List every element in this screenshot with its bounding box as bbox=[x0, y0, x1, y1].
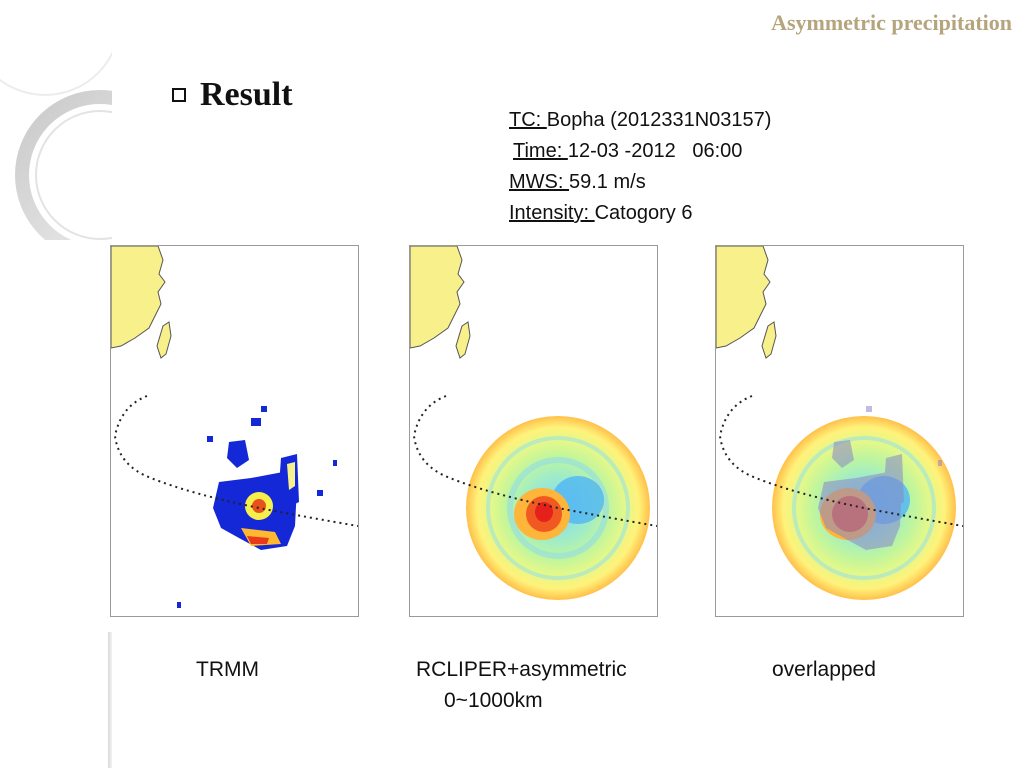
time-row: Time: 12-03 -2012 06:00 bbox=[509, 136, 771, 167]
tc-label: TC: bbox=[509, 109, 547, 131]
intensity-value: Catogory 6 bbox=[594, 202, 693, 224]
mws-row: MWS: 59.1 m/s bbox=[509, 167, 771, 198]
time-value: 12-03 -2012 06:00 bbox=[567, 140, 743, 162]
time-label: Time: bbox=[513, 140, 568, 162]
square-bullet-icon bbox=[172, 88, 186, 102]
mws-label: MWS: bbox=[509, 171, 569, 193]
mws-value: 59.1 m/s bbox=[569, 171, 646, 193]
decorative-bar bbox=[108, 632, 112, 768]
intensity-row: Intensity: Catogory 6 bbox=[509, 198, 771, 229]
mainland-coast bbox=[111, 246, 166, 349]
rain-blobs bbox=[177, 406, 337, 608]
section-heading: Result bbox=[172, 76, 293, 114]
section-title: Result bbox=[200, 76, 293, 113]
overlapped-map bbox=[716, 246, 963, 600]
intensity-label: Intensity: bbox=[509, 202, 595, 224]
caption-overlapped: overlapped bbox=[772, 658, 876, 681]
rcliper-map bbox=[410, 246, 657, 600]
tc-row: TC: Bopha (2012331N03157) bbox=[509, 105, 771, 136]
storm-track bbox=[113, 395, 358, 527]
caption-trmm: TRMM bbox=[196, 658, 259, 681]
tc-info-block: TC: Bopha (2012331N03157) Time: 12-03 -2… bbox=[509, 105, 771, 229]
trmm-map bbox=[111, 246, 358, 608]
taiwan-island bbox=[156, 321, 172, 359]
tc-value: Bopha (2012331N03157) bbox=[546, 109, 772, 131]
slide-header: Asymmetric precipitation bbox=[771, 10, 1012, 35]
trmm-map-panel bbox=[110, 245, 359, 617]
caption-rcliper-range: 0~1000km bbox=[444, 689, 543, 712]
caption-rcliper: RCLIPER+asymmetric bbox=[416, 658, 627, 681]
rcliper-map-panel bbox=[409, 245, 658, 617]
overlapped-map-panel bbox=[715, 245, 964, 617]
decorative-rings bbox=[0, 0, 120, 240]
